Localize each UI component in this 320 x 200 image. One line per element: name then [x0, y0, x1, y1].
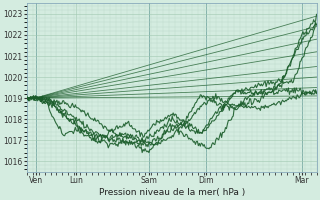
X-axis label: Pression niveau de la mer( hPa ): Pression niveau de la mer( hPa ) — [99, 188, 245, 197]
